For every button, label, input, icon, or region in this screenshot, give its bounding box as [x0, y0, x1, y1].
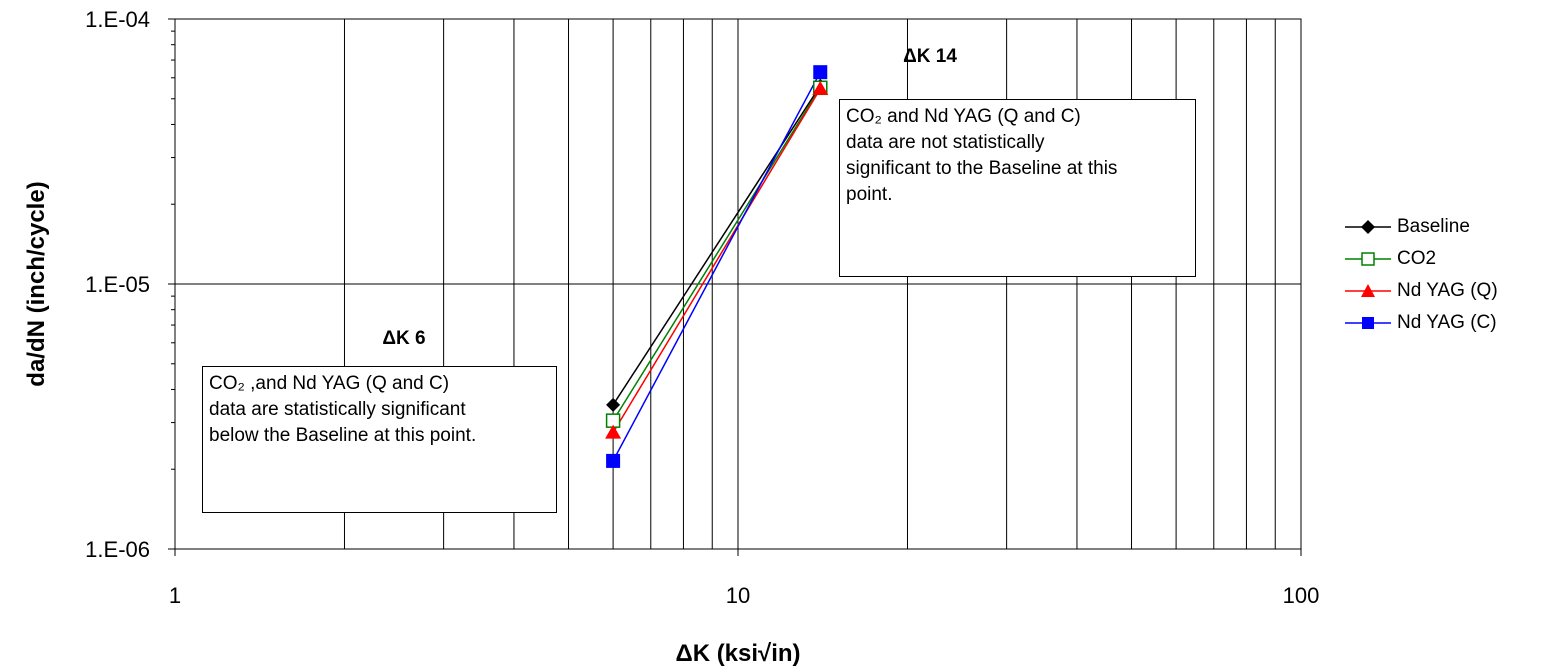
legend-label: Nd YAG (Q)	[1397, 280, 1498, 301]
axis-ticks	[168, 18, 1302, 556]
annotation-line: CO₂ and Nd YAG (Q and C)	[846, 106, 1081, 127]
legend-marker-square	[1345, 317, 1391, 329]
annotation-box-dk14: CO₂ and Nd YAG (Q and C) data are not st…	[839, 99, 1196, 277]
annotation-line: significant to the Baseline at this	[846, 158, 1118, 179]
series-line	[612, 88, 821, 433]
data-point-triangle	[605, 424, 622, 439]
annotation-line: below the Baseline at this point.	[209, 425, 477, 446]
x-tick-label: 10	[726, 583, 750, 608]
legend-item-co2: CO2	[1343, 243, 1543, 275]
data-point-diamond	[606, 397, 621, 412]
annotation-line: data are statistically significant	[209, 399, 466, 420]
legend-label: Nd YAG (C)	[1397, 312, 1497, 333]
series-line	[612, 71, 821, 462]
x-axis-title: ΔK (ksi√in)	[675, 640, 800, 667]
data-point-square	[606, 453, 621, 468]
legend-label: CO2	[1397, 248, 1437, 269]
legend-marker-diamond	[1345, 220, 1391, 234]
annotation-label-dk14: ΔK 14	[903, 46, 957, 67]
legend-item-nd-yag-c: Nd YAG (C)	[1343, 307, 1543, 339]
legend-marker-triangle	[1345, 284, 1391, 297]
y-axis-title: da/dN (inch/cycle)	[23, 181, 50, 386]
series-line	[612, 85, 821, 406]
legend: Baseline CO2 Nd YAG (Q) Nd YAG (C)	[1343, 211, 1543, 339]
x-tick-label: 100	[1283, 583, 1320, 608]
annotation-line: CO₂ ,and Nd YAG (Q and C)	[209, 373, 450, 394]
series-line	[612, 87, 821, 422]
annotation-box-dk6: CO₂ ,and Nd YAG (Q and C) data are stati…	[202, 366, 557, 513]
legend-marker-square-open	[1345, 252, 1391, 266]
y-tick-label: 1.E-04	[85, 7, 150, 32]
x-tick-label: 1	[169, 583, 181, 608]
legend-item-nd-yag-q: Nd YAG (Q)	[1343, 275, 1543, 307]
data-point-square	[813, 65, 828, 80]
y-tick-label: 1.E-06	[85, 537, 150, 562]
legend-label: Baseline	[1397, 216, 1470, 237]
annotation-line: data are not statistically	[846, 132, 1045, 153]
series-layer	[605, 65, 829, 468]
annotation-line: point.	[846, 184, 893, 205]
annotation-label-dk6: ΔK 6	[382, 328, 425, 349]
legend-item-baseline: Baseline	[1343, 211, 1543, 243]
y-tick-label: 1.E-05	[85, 272, 150, 297]
data-point-triangle	[812, 80, 829, 95]
